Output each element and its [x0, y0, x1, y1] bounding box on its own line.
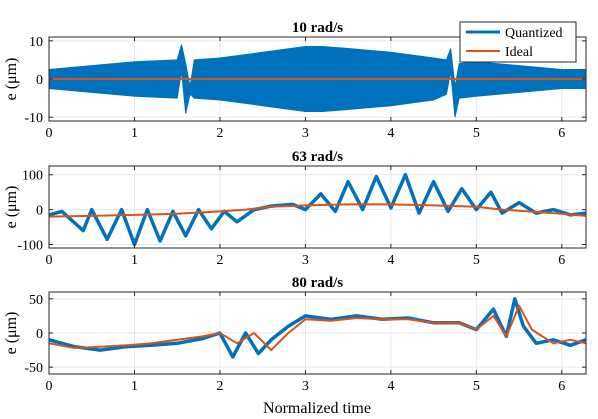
x-tick-label: 4 — [387, 379, 394, 394]
x-tick-label: 3 — [302, 253, 309, 268]
x-tick-label: 0 — [46, 253, 53, 268]
y-tick-label: -10 — [24, 111, 43, 126]
x-tick-label: 3 — [302, 126, 309, 141]
y-axis-label: e (μm) — [3, 312, 20, 355]
series-ideal-line — [48, 203, 587, 218]
x-tick-label: 5 — [473, 253, 480, 268]
y-tick-label: 50 — [29, 293, 43, 308]
legend-label-quantized: Quantized — [505, 26, 563, 41]
x-tick-label: 3 — [302, 379, 309, 394]
x-tick-label: 5 — [473, 126, 480, 141]
y-axis-label: e (μm) — [3, 186, 20, 229]
panel-title: 80 rad/s — [292, 275, 343, 291]
series-quantized-line — [48, 172, 587, 247]
panel-title: 63 rad/s — [292, 149, 343, 165]
y-tick-label: 10 — [29, 35, 43, 50]
x-axis-label: Normalized time — [263, 400, 371, 417]
y-tick-label: 100 — [22, 169, 43, 184]
x-tick-label: 0 — [46, 126, 53, 141]
axes-box — [48, 165, 587, 249]
x-tick-label: 2 — [216, 253, 223, 268]
x-tick-label: 6 — [558, 379, 565, 394]
x-tick-label: 1 — [131, 379, 138, 394]
legend-box — [459, 21, 577, 63]
y-tick-label: 0 — [36, 327, 43, 342]
panel-title: 10 rad/s — [292, 20, 343, 36]
legend-label-ideal: Ideal — [505, 45, 533, 60]
x-tick-label: 4 — [387, 126, 394, 141]
x-tick-label: 2 — [216, 379, 223, 394]
x-tick-label: 0 — [46, 379, 53, 394]
x-tick-label: 1 — [131, 253, 138, 268]
x-tick-label: 6 — [558, 126, 565, 141]
x-tick-label: 5 — [473, 379, 480, 394]
y-tick-label: 0 — [36, 73, 43, 88]
y-tick-label: 0 — [36, 204, 43, 219]
x-tick-label: 1 — [131, 126, 138, 141]
y-tick-label: -50 — [24, 361, 43, 376]
legend: Quantized Ideal — [459, 21, 577, 63]
y-axis-label: e (μm) — [3, 58, 20, 101]
y-tick-label: -100 — [17, 239, 43, 254]
x-tick-label: 6 — [558, 253, 565, 268]
series-ideal-line — [48, 304, 587, 352]
x-tick-label: 4 — [387, 253, 394, 268]
x-tick-label: 2 — [216, 126, 223, 141]
